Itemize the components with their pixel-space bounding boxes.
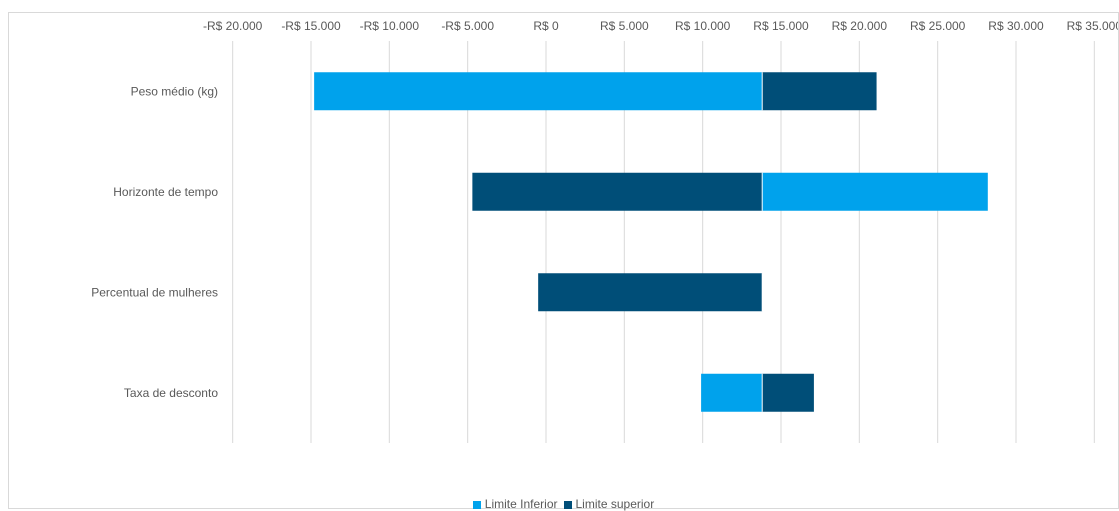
bar-limite-inferior <box>762 172 988 211</box>
x-tick-label: R$ 20.000 <box>832 19 888 33</box>
chart-area: -R$ 20.000 -R$ 15.000 -R$ 10.000 -R$ 5.000 R… <box>8 12 1119 511</box>
bar-limite-superior <box>538 273 763 312</box>
legend-swatch <box>563 500 572 509</box>
bar-limite-superior <box>472 172 763 211</box>
x-tick-label: -R$ 20.000 <box>203 19 263 33</box>
bar-limite-superior <box>762 373 814 412</box>
x-tick-label: R$ 5.000 <box>600 19 649 33</box>
legend-label: Limite Inferior <box>484 497 558 511</box>
legend-swatch <box>472 500 481 509</box>
x-tick-label: R$ 15.000 <box>753 19 809 33</box>
x-tick-label: R$ 25.000 <box>910 19 966 33</box>
legend-item: Limite superior <box>563 497 655 511</box>
x-tick-label: R$ 0 <box>533 19 559 33</box>
y-category-label: Peso médio (kg) <box>131 84 218 98</box>
x-tick-label: -R$ 15.000 <box>281 19 341 33</box>
bar-limite-superior <box>762 72 877 111</box>
y-category-label: Percentual de mulheres <box>91 285 218 299</box>
bar-limite-inferior <box>701 373 763 412</box>
x-tick-label: R$ 35.000 <box>1067 19 1118 33</box>
tornado-chart: -R$ 20.000 -R$ 15.000 -R$ 10.000 -R$ 5.000 R… <box>91 19 1119 443</box>
bar-limite-inferior <box>314 72 763 111</box>
legend-item: Limite Inferior <box>472 497 558 511</box>
legend-label: Limite superior <box>575 497 655 511</box>
x-tick-label: -R$ 5.000 <box>441 19 494 33</box>
legend: Limite Inferior Limite superior <box>9 497 1118 511</box>
x-tick-label: R$ 30.000 <box>988 19 1044 33</box>
y-category-label: Horizonte de tempo <box>113 185 218 199</box>
x-tick-label: -R$ 10.000 <box>360 19 420 33</box>
y-category-label: Taxa de desconto <box>124 386 218 400</box>
x-tick-label: R$ 10.000 <box>675 19 731 33</box>
